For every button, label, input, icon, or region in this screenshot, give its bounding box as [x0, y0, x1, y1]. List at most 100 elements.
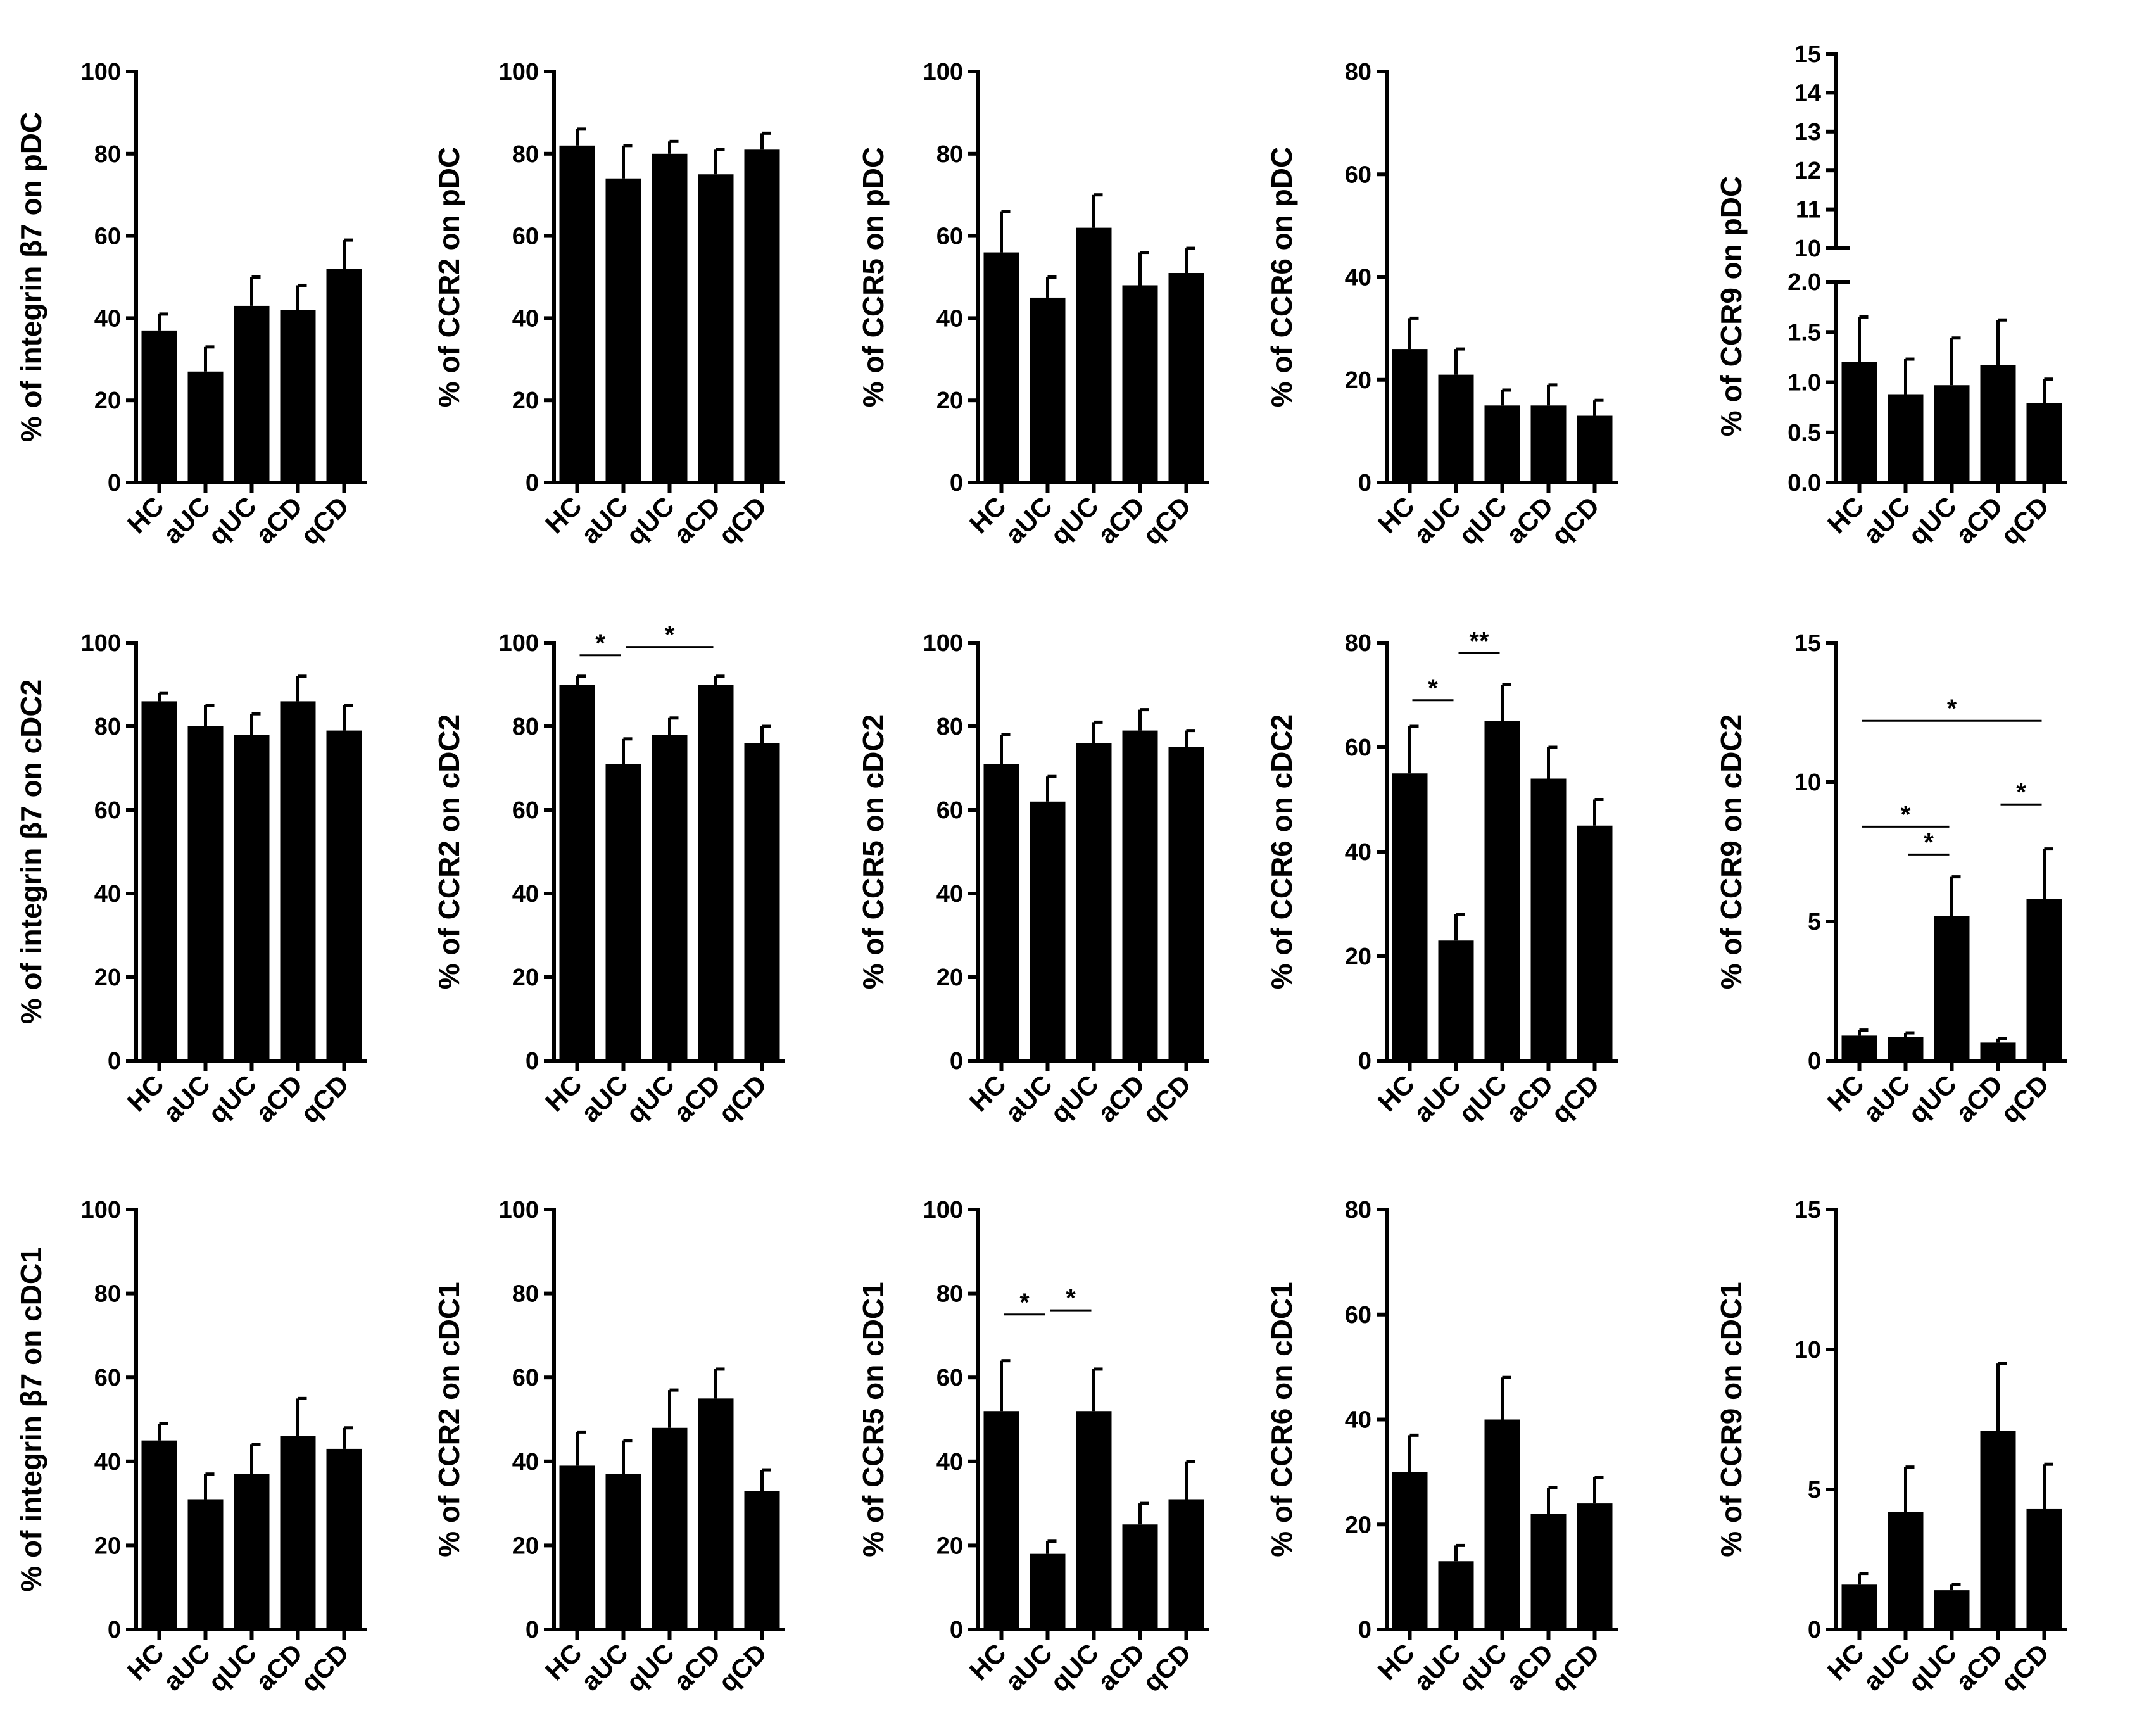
- y-tick-label: 40: [1345, 265, 1371, 291]
- bar-aUC: [187, 726, 224, 1061]
- significance-marker: *: [665, 621, 675, 649]
- x-tick-label: aCD: [667, 491, 726, 550]
- x-tick-label: aUC: [1857, 1069, 1916, 1128]
- bar-qCD: [1577, 1503, 1613, 1629]
- y-tick-label: 100: [81, 1197, 121, 1223]
- x-tick-label: aUC: [575, 491, 634, 550]
- y-tick-label: 40: [936, 881, 963, 907]
- x-tick-label: aCD: [1092, 1638, 1150, 1697]
- y-tick-label: 20: [512, 1533, 539, 1559]
- y-tick-label: 20: [94, 964, 121, 991]
- y-tick-label: 40: [512, 305, 539, 332]
- x-tick-label: qCD: [1546, 1069, 1605, 1128]
- y-tick-label: 80: [936, 141, 963, 168]
- y-tick-label: 100: [499, 59, 539, 85]
- y-tick-label: 0: [526, 1617, 539, 1643]
- y-tick-label: 20: [936, 1533, 963, 1559]
- x-tick-label: aUC: [1408, 1069, 1466, 1128]
- y-tick-label: 5: [1808, 1477, 1821, 1503]
- y-tick-label: 80: [1345, 630, 1371, 657]
- bar-HC: [1392, 349, 1428, 483]
- y-tick-label: 10: [1794, 769, 1821, 796]
- x-tick-label: aCD: [1950, 1069, 2008, 1128]
- bar-aUC: [1438, 1561, 1474, 1629]
- bar-qUC: [1484, 721, 1520, 1061]
- y-tick-label: 100: [81, 59, 121, 85]
- x-tick-label: qCD: [713, 1069, 772, 1128]
- x-tick-label: qCD: [1546, 1638, 1605, 1697]
- x-tick-label: aUC: [999, 1069, 1058, 1128]
- y-tick-label: 60: [1345, 1302, 1371, 1329]
- x-tick-label: aCD: [1500, 1638, 1559, 1697]
- y-tick-label: 20: [94, 1533, 121, 1559]
- bar-HC: [559, 685, 595, 1061]
- x-tick-label: aCD: [249, 1069, 308, 1128]
- y-tick-label: 10: [1794, 236, 1821, 262]
- y-tick-label: 0.5: [1787, 420, 1821, 446]
- y-tick-label: 0: [526, 470, 539, 496]
- x-tick-label: aUC: [1857, 1638, 1916, 1697]
- y-axis-label: % of integrin β7 on cDC2: [15, 680, 47, 1024]
- bar-qUC: [1076, 743, 1112, 1061]
- bar-aUC: [1030, 297, 1066, 483]
- x-tick-label: aUC: [157, 1638, 216, 1697]
- y-tick-label: 0: [108, 470, 121, 496]
- x-tick-label: qCD: [1995, 491, 2055, 550]
- bar-qUC: [652, 1427, 688, 1629]
- y-tick-label: 2.0: [1787, 269, 1821, 296]
- y-tick-label: 20: [1345, 1512, 1371, 1538]
- x-tick-label: aCD: [667, 1069, 726, 1128]
- y-axis-label: % of CCR2 on cDC1: [432, 1282, 465, 1557]
- x-tick-label: qUC: [1045, 1638, 1104, 1697]
- bar-HC: [1841, 1584, 1877, 1629]
- y-tick-label: 80: [936, 714, 963, 740]
- y-tick-label: 100: [499, 630, 539, 657]
- x-tick-label: aCD: [1500, 1069, 1559, 1128]
- y-tick-label: 100: [923, 1197, 963, 1223]
- y-tick-label: 60: [512, 797, 539, 824]
- y-axis-label: % of integrin β7 on cDC1: [15, 1247, 47, 1591]
- y-tick-label: 20: [512, 388, 539, 414]
- bar-HC: [141, 330, 177, 483]
- bar-HC: [1392, 773, 1428, 1061]
- bar-aCD: [1980, 365, 2016, 483]
- y-axis-label: % of CCR9 on cDC1: [1715, 1282, 1748, 1557]
- x-tick-label: aUC: [1408, 491, 1466, 550]
- significance-marker: *: [1901, 800, 1911, 828]
- y-tick-label: 14: [1794, 80, 1821, 106]
- x-tick-label: qUC: [1903, 1638, 1962, 1697]
- y-tick-label: 40: [512, 881, 539, 907]
- y-axis-label: % of CCR9 on cDC2: [1715, 714, 1748, 989]
- x-tick-label: qCD: [1137, 1069, 1197, 1128]
- bar-qUC: [1934, 1590, 1970, 1629]
- bar-aCD: [698, 685, 734, 1061]
- y-tick-label: 100: [923, 59, 963, 85]
- bar-aUC: [605, 178, 641, 483]
- bar-aUC: [1030, 1553, 1066, 1629]
- x-tick-label: aUC: [1408, 1638, 1466, 1697]
- bar-aCD: [1122, 285, 1158, 483]
- y-tick-label: 13: [1794, 119, 1821, 146]
- x-tick-label: aUC: [1857, 491, 1916, 550]
- x-tick-label: aUC: [999, 1638, 1058, 1697]
- bar-aUC: [1888, 1037, 1924, 1061]
- x-tick-label: qCD: [713, 1638, 772, 1697]
- y-tick-label: 0: [1808, 1048, 1821, 1075]
- bar-HC: [141, 1440, 177, 1629]
- significance-marker: *: [1924, 828, 1934, 856]
- bar-qUC: [1934, 385, 1970, 483]
- y-axis-label: % of CCR9 on pDC: [1715, 176, 1748, 436]
- y-tick-label: 5: [1808, 909, 1821, 935]
- y-tick-label: 60: [936, 797, 963, 824]
- bar-qCD: [1577, 415, 1613, 483]
- x-tick-label: qUC: [1453, 1638, 1513, 1697]
- y-tick-label: 80: [1345, 59, 1371, 85]
- x-tick-label: aCD: [249, 491, 308, 550]
- y-axis-label: % of CCR6 on cDC2: [1265, 714, 1298, 989]
- bar-qUC: [234, 305, 270, 483]
- bar-aUC: [605, 1474, 641, 1629]
